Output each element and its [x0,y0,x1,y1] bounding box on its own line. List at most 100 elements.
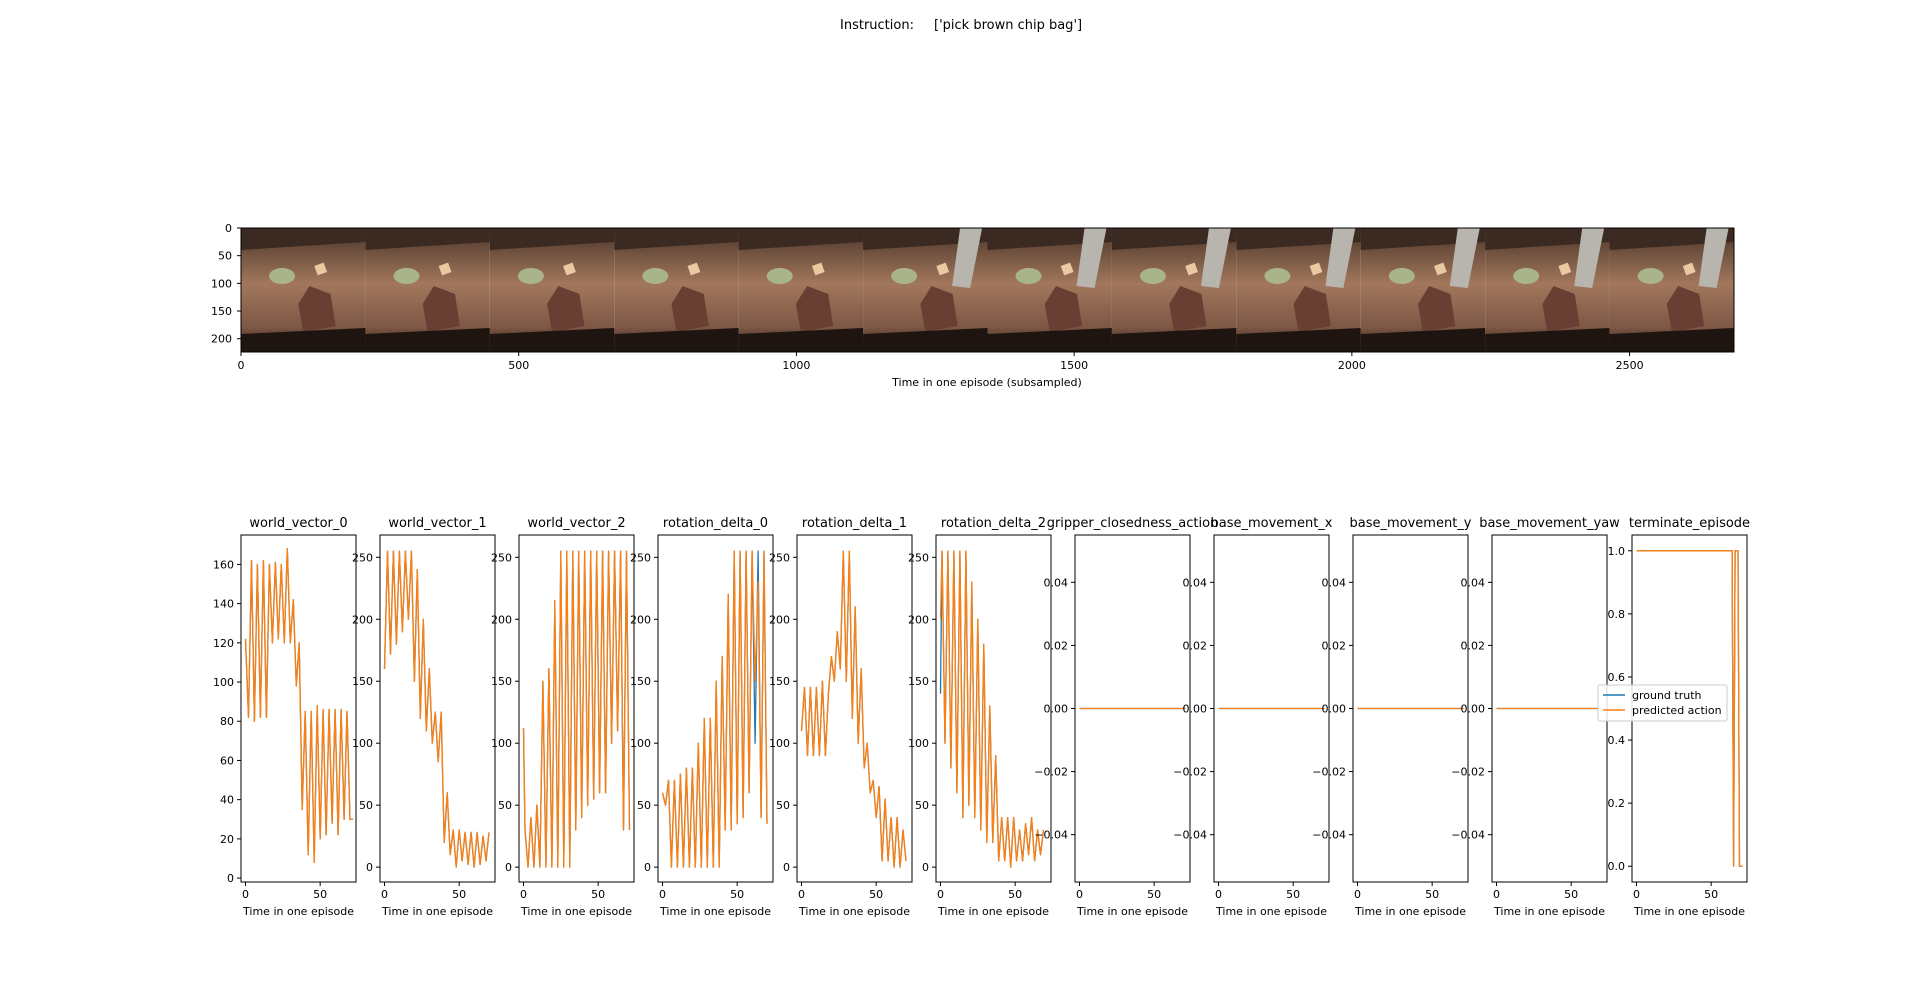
subplot-x-label: Time in one episode [1493,905,1605,918]
y-tick-label: 100 [769,737,790,750]
y-tick: 0 [922,861,936,874]
filmstrip-x-tick: 2000 [1338,352,1366,372]
y-tick: 250 [630,551,658,564]
series-line-predicted-action [1636,550,1743,867]
subplot-title: base_movement_yaw [1479,516,1620,531]
y-tick: 150 [908,675,936,688]
x-tick: 50 [1008,882,1022,901]
subplot-x-label: Time in one episode [381,905,493,918]
y-tick: 20 [220,833,241,846]
y-tick-label: 50 [359,799,373,812]
y-tick: 0.02 [1044,639,1075,652]
y-tick: 1.0 [1608,545,1632,558]
y-tick: 100 [491,737,519,750]
filmstrip-x-tick-label: 2500 [1616,359,1644,372]
y-tick: 0.4 [1608,734,1632,747]
x-tick: 0 [798,882,805,901]
y-tick: 0.04 [1044,576,1075,589]
y-tick-label: 250 [491,551,512,564]
filmstrip-frame [987,228,1112,352]
series-line-predicted-action [800,550,907,868]
y-tick-label: −0.04 [1312,829,1346,842]
x-tick: 0 [1076,882,1083,901]
filmstrip-x-tick: 1000 [782,352,810,372]
x-tick: 50 [313,882,327,901]
subplot-base-movement-x: 0 50 −0.04 −0.02 0.00 0.02 0.04 base_movement_x… [1173,516,1333,918]
y-tick: 0.00 [1322,703,1353,716]
x-tick: 0 [659,882,666,901]
subplot-axes [518,534,635,883]
y-tick-label: 0.0 [1608,860,1626,873]
y-tick-label: 100 [352,737,373,750]
y-tick-label: 0 [366,861,373,874]
y-tick-label: 200 [908,613,929,626]
y-tick-label: 0.8 [1608,608,1626,621]
y-tick: 250 [769,551,797,564]
y-tick-label: 0 [922,861,929,874]
x-tick-label: 0 [659,888,666,901]
y-tick-label: 0 [644,861,651,874]
filmstrip-y-tick-label: 50 [218,250,232,263]
y-tick: 250 [908,551,936,564]
subplot-title: base_movement_y [1350,516,1472,531]
y-tick: 0 [505,861,519,874]
y-tick-label: −0.04 [1451,829,1485,842]
subplot-world-vector-2: 0 50 0 50 100 150 200 250 world_vector_2 Time in … [491,516,635,918]
x-tick: 50 [1286,882,1300,901]
action-subplots: 0 50 0 20 40 60 80 100 120 140 160 world_vector_0 Ti… [213,516,1750,918]
series-line-predicted-action [244,548,353,864]
y-tick-label: −0.02 [1034,766,1068,779]
filmstrip-frame [863,228,988,352]
filmstrip-frame [1236,228,1361,352]
filmstrip-x-tick-label: 1000 [782,359,810,372]
y-tick: 50 [359,799,380,812]
y-tick-label: 0.04 [1322,576,1347,589]
subplot-axes [935,534,1052,883]
x-tick-label: 50 [313,888,327,901]
filmstrip-x-tick-label: 0 [238,359,245,372]
subplot-base-movement-yaw: 0 50 −0.04 −0.02 0.00 0.02 0.04 base_movement_y… [1451,516,1620,918]
subplot-x-label: Time in one episode [659,905,771,918]
y-tick: −0.04 [1173,829,1214,842]
y-tick: 50 [776,799,797,812]
x-tick-label: 50 [591,888,605,901]
x-tick-label: 50 [1147,888,1161,901]
y-tick: 150 [491,675,519,688]
y-tick: 0 [644,861,658,874]
x-tick: 50 [452,882,466,901]
instruction-value: ['pick brown chip bag'] [934,18,1082,33]
filmstrip-x-tick: 2500 [1616,352,1644,372]
y-tick: −0.04 [1451,829,1492,842]
y-tick: 200 [352,613,380,626]
filmstrip-panel: 0 500 1000 1500 2000 2500 0 50 100 150 200 Time i… [211,222,1735,389]
x-tick-label: 50 [1286,888,1300,901]
y-tick-label: −0.04 [1173,829,1207,842]
y-tick-label: 20 [220,833,234,846]
subplot-x-label: Time in one episode [937,905,1049,918]
filmstrip-y-tick: 100 [211,277,241,290]
y-tick-label: 160 [213,558,234,571]
subplot-x-label: Time in one episode [798,905,910,918]
x-tick: 50 [1147,882,1161,901]
y-tick-label: 0.04 [1183,576,1208,589]
x-tick-label: 50 [1564,888,1578,901]
subplot-x-label: Time in one episode [520,905,632,918]
filmstrip-frame-border [240,227,1735,353]
y-tick-label: 150 [491,675,512,688]
y-tick: 0.8 [1608,608,1632,621]
subplot-gripper-closedness-action: 0 50 −0.04 −0.02 0.00 0.02 0.04 gripper_closedn… [1034,516,1218,918]
y-tick: 0.6 [1608,671,1632,684]
y-tick-label: −0.04 [1034,829,1068,842]
x-tick: 0 [1633,882,1640,901]
series-line-ground-truth [383,550,490,868]
x-tick-label: 0 [1076,888,1083,901]
y-tick-label: 0.00 [1461,703,1486,716]
y-tick: 0.04 [1461,576,1492,589]
y-tick-label: 0.00 [1044,703,1069,716]
filmstrip-x-tick: 0 [238,352,245,372]
subplot-title: rotation_delta_0 [663,516,768,531]
x-tick: 0 [1215,882,1222,901]
y-tick-label: 250 [630,551,651,564]
x-tick: 50 [869,882,883,901]
